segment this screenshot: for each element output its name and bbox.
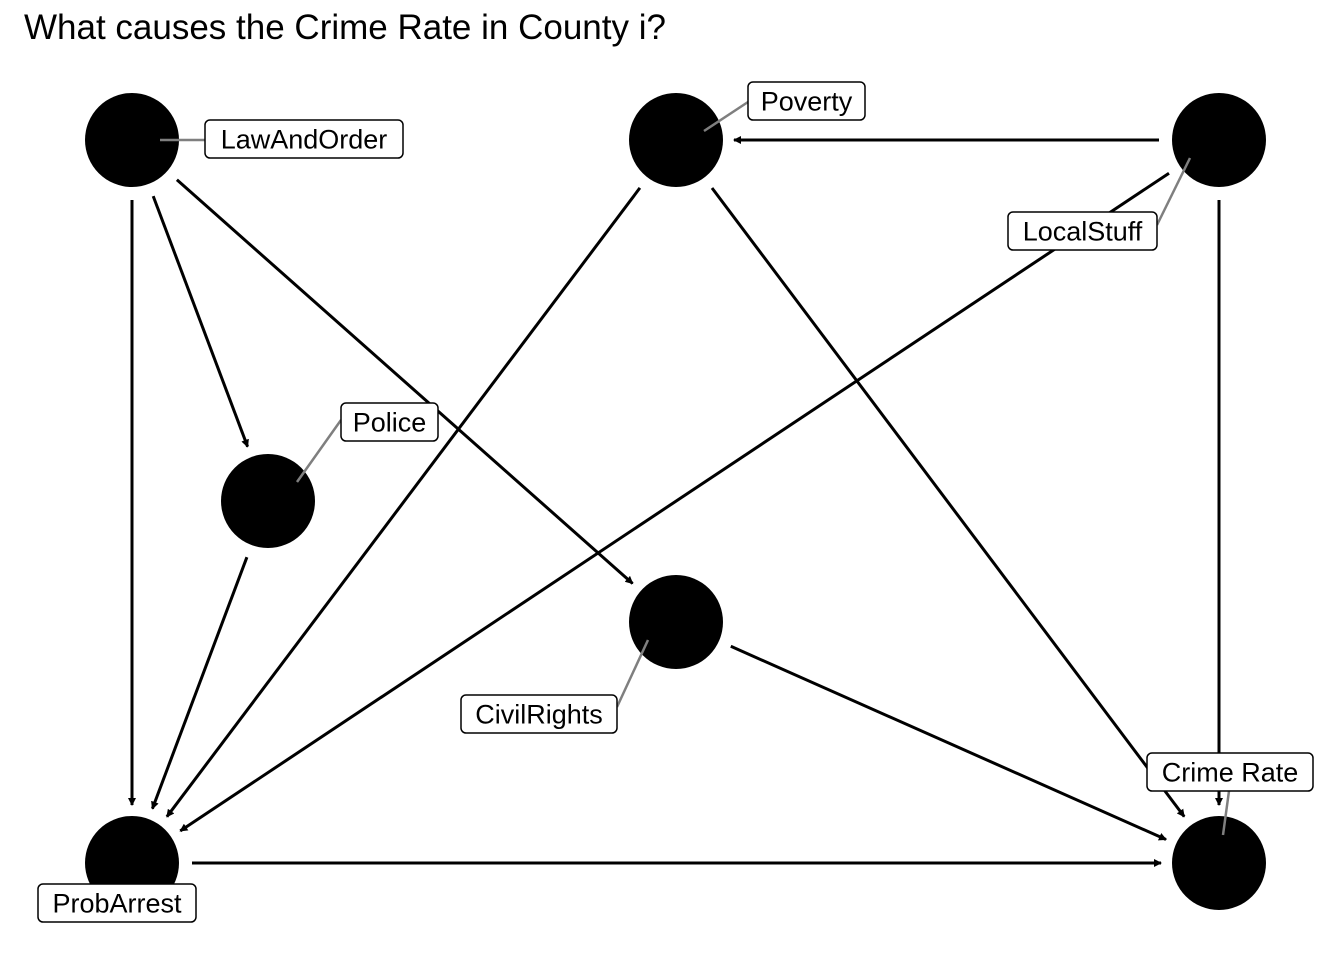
label-box-civilrights — [460, 694, 618, 734]
leader-line-localstuff — [1155, 157, 1192, 226]
leader-line-police — [295, 419, 343, 483]
node-poverty — [629, 93, 723, 187]
label-text-civilrights: CivilRights — [475, 700, 603, 730]
node-crimerate — [1172, 816, 1266, 910]
label-text-poverty: Poverty — [761, 87, 853, 117]
leader-line-civilrights — [615, 639, 650, 708]
label-text-lawandorder: LawAndOrder — [221, 125, 388, 155]
label-box-poverty — [747, 81, 866, 121]
node-civilrights — [629, 575, 723, 669]
label-box-lawandorder — [204, 119, 404, 159]
edge-poverty-to-crimerate — [710, 187, 1186, 818]
edge-lawandorder-to-police — [151, 195, 250, 448]
label-localstuff: LocalStuff — [1007, 211, 1158, 251]
label-text-crimerate: Crime Rate — [1162, 758, 1299, 788]
label-box-localstuff — [1007, 211, 1158, 251]
edge-lawandorder-to-civilrights — [175, 178, 634, 585]
edge-civilrights-to-crimerate — [730, 644, 1167, 841]
label-police: Police — [340, 402, 439, 442]
label-poverty: Poverty — [747, 81, 866, 121]
label-text-police: Police — [353, 408, 427, 438]
label-box-crimerate — [1146, 752, 1314, 792]
label-crimerate: Crime Rate — [1146, 752, 1314, 792]
node-lawandorder — [85, 93, 179, 187]
labels-layer: LawAndOrder Poverty LocalStuff Police CivilR… — [37, 81, 1314, 923]
edge-poverty-to-probarrest — [165, 186, 642, 818]
label-box-probarrest — [37, 883, 197, 923]
label-lawandorder: LawAndOrder — [204, 119, 404, 159]
leader-line-poverty — [703, 100, 749, 133]
label-box-police — [340, 402, 439, 442]
edges-layer — [128, 136, 1223, 867]
edge-localstuff-to-probarrest — [179, 171, 1170, 833]
diagram-title: What causes the Crime Rate in County i? — [24, 8, 666, 47]
leader-line-crimerate — [1221, 790, 1231, 836]
node-localstuff — [1172, 93, 1266, 187]
node-police — [221, 454, 315, 548]
edge-police-to-probarrest — [150, 556, 249, 810]
label-probarrest: ProbArrest — [37, 883, 197, 923]
label-text-localstuff: LocalStuff — [1023, 217, 1143, 247]
label-civilrights: CivilRights — [460, 694, 618, 734]
nodes-layer — [85, 93, 1266, 910]
label-text-probarrest: ProbArrest — [52, 889, 182, 919]
